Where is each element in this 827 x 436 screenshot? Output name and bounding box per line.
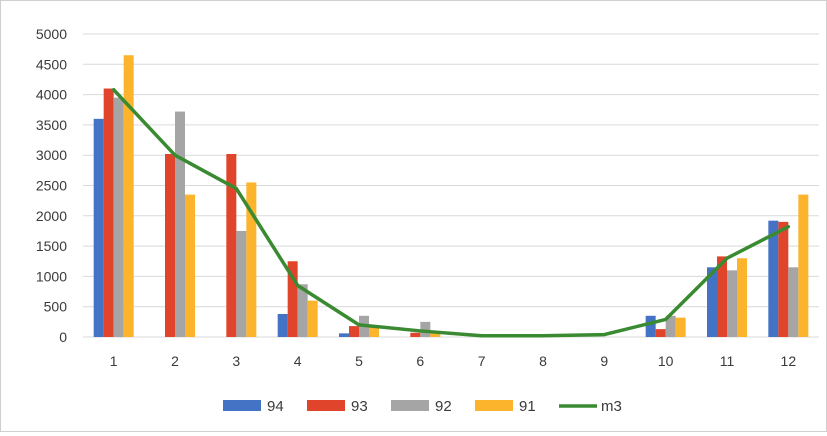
- y-tick-label: 3500: [36, 117, 67, 133]
- bar-series-92: [175, 111, 185, 338]
- bar-series-91: [369, 326, 379, 337]
- legend-label: 93: [351, 398, 368, 415]
- legend-swatch-93: [307, 400, 345, 411]
- bar-series-92: [297, 284, 308, 337]
- y-axis-ticks: 0 500 1000 1500 2000 2500 3000 3500 4000 4500 5000: [36, 26, 67, 345]
- x-tick-label: 5: [355, 353, 363, 369]
- y-tick-label: 4000: [36, 87, 67, 103]
- legend-swatch-92: [391, 400, 429, 411]
- bar-series-91: [737, 258, 747, 337]
- x-tick-label: 3: [232, 353, 240, 369]
- bar-series-92: [788, 267, 799, 337]
- legend-label: 91: [519, 398, 536, 415]
- x-tick-label: 6: [416, 353, 424, 369]
- bar-series-91: [798, 194, 809, 337]
- x-axis-ticks: 1 2 3 4 5 6 7 8 9 10 11 12: [110, 353, 797, 369]
- x-tick-label: 4: [294, 353, 302, 369]
- bar-series-92: [727, 270, 737, 337]
- bar-series-91: [430, 332, 441, 337]
- bar-series-94: [277, 313, 288, 337]
- legend-label: 94: [267, 398, 284, 415]
- legend-label: 92: [435, 398, 452, 415]
- bar-series-94: [707, 267, 717, 337]
- legend-label: m3: [601, 398, 622, 415]
- bar-series-92: [420, 321, 431, 337]
- y-tick-label: 4500: [36, 56, 67, 72]
- bar-series-93: [410, 332, 421, 337]
- x-tick-label: 12: [781, 353, 797, 369]
- x-tick-label: 8: [539, 353, 547, 369]
- gridlines: [83, 33, 819, 338]
- y-tick-label: 0: [59, 329, 67, 345]
- x-tick-label: 10: [658, 353, 674, 369]
- x-tick-label: 11: [720, 353, 735, 369]
- y-tick-label: 5000: [36, 26, 67, 42]
- line-series: [111, 88, 791, 338]
- bar-series-93: [287, 261, 298, 337]
- bar-series-92: [113, 97, 124, 337]
- x-tick-label: 9: [600, 353, 608, 369]
- x-tick-label: 1: [110, 353, 118, 369]
- bar-series-92: [236, 230, 247, 337]
- bar-series-93: [778, 221, 789, 337]
- bar-series-91: [307, 300, 318, 337]
- x-tick-label: 2: [171, 353, 179, 369]
- legend-swatch-91: [475, 400, 513, 411]
- y-tick-label: 2000: [36, 208, 67, 224]
- y-tick-label: 500: [44, 299, 68, 315]
- bar-series-91: [246, 182, 257, 337]
- y-tick-label: 1000: [36, 268, 67, 284]
- bar-series-91: [675, 317, 686, 337]
- bar-series-91: [123, 55, 134, 338]
- y-tick-label: 2500: [36, 178, 67, 194]
- y-tick-label: 3000: [36, 147, 67, 163]
- y-tick-label: 1500: [36, 238, 67, 254]
- line-m3: [111, 88, 791, 338]
- x-tick-label: 7: [478, 353, 486, 369]
- legend: 94 93 92 91 m3: [223, 398, 622, 415]
- legend-swatch-94: [223, 400, 261, 411]
- bar-series-91: [185, 194, 195, 337]
- bars: [93, 55, 809, 338]
- bar-series-93: [349, 326, 359, 337]
- bar-series-93: [717, 256, 727, 337]
- bar-series-93: [655, 329, 666, 337]
- bar-series-94: [93, 118, 104, 337]
- bar-series-93: [226, 153, 237, 337]
- bar-series-93: [103, 88, 114, 337]
- bar-series-92: [665, 315, 676, 337]
- bar-series-94: [339, 333, 349, 337]
- bar-series-94: [768, 220, 779, 337]
- bar-series-93: [165, 153, 175, 337]
- bar-series-94: [645, 315, 656, 337]
